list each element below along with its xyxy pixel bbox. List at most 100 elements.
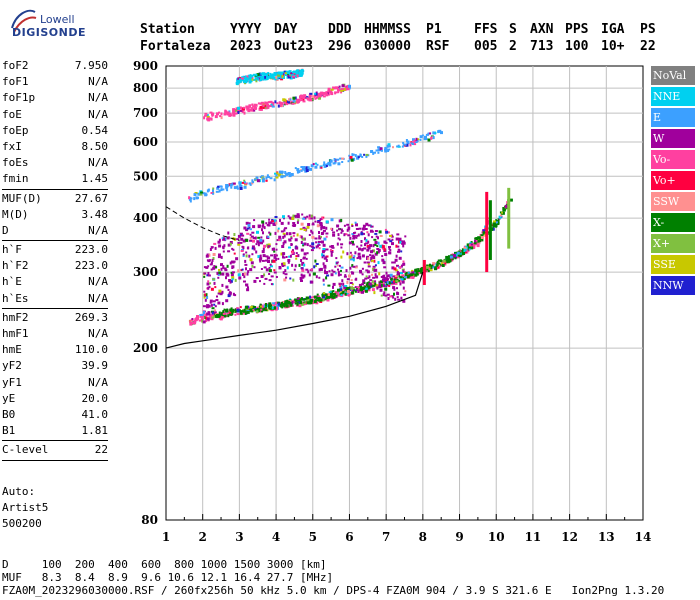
param-key: foF1p [2,91,36,105]
echo-point [254,76,258,79]
echo-point [311,231,314,235]
echo-point [339,157,343,160]
echo-point [217,301,221,305]
echo-point [207,311,210,315]
echo-point [465,249,469,252]
echo-point [233,233,236,236]
x-tick-label: 4 [272,530,280,544]
echo-point [402,286,405,290]
echo-point [320,91,324,95]
echo-point [337,273,340,277]
echo-point [247,270,250,274]
echo-trace [188,129,443,203]
param-value: N/A [88,156,108,170]
echo-point [391,235,394,238]
echo-point [287,71,291,75]
echo-point [226,237,230,240]
legend-item: X- [651,213,695,232]
echo-point [225,276,227,280]
echo-point [340,294,343,297]
echo-point [256,179,260,183]
echo-point [427,270,430,273]
echo-point [224,237,227,241]
echo-point [210,287,214,291]
echo-point [316,297,320,299]
echo-point [342,290,345,294]
echo-point [401,242,404,245]
echo-point [206,115,210,118]
echo-point [342,88,346,91]
echo-point [367,240,370,244]
echo-trace [202,213,407,324]
echo-point [270,275,274,278]
echo-point [221,291,224,294]
echo-point [392,281,395,285]
echo-point [207,272,210,275]
echo-point [239,241,243,244]
echo-point [264,308,268,312]
echo-point [347,228,350,231]
echo-point [321,255,324,259]
echo-point [237,111,240,114]
header-cell: 005 [474,39,497,54]
echo-point [262,72,265,76]
echo-point [364,287,368,291]
echo-point [268,306,271,310]
echo-point [390,277,393,281]
echo-point [312,272,316,276]
echo-point [278,170,281,174]
echo-point [350,257,353,261]
echo-point [335,262,338,265]
echo-point [322,231,325,234]
echo-point [275,254,278,257]
echo-point [238,181,241,185]
echo-point [260,241,263,245]
echo-point [281,301,283,305]
echo-point [330,273,334,277]
echo-point [451,253,454,256]
echo-point [212,113,214,116]
echo-point [213,281,216,285]
echo-point [212,253,216,256]
echo-point [211,307,215,310]
echo-point [503,209,506,212]
echo-point [336,224,340,228]
echo-point [389,273,393,277]
echo-point [365,222,369,226]
echo-point [374,282,377,286]
echo-point [258,258,262,261]
echo-point [323,229,326,232]
x-tick-label: 13 [598,530,615,544]
echo-point [407,271,410,274]
echo-point [243,179,246,182]
echo-point [334,91,337,95]
param-row: hmF2 269.3 [2,310,108,326]
echo-point [249,182,253,185]
echo-point [355,223,358,227]
echo-point [268,304,270,308]
echo-point [297,170,301,174]
echo-point [315,263,319,265]
echo-point [282,252,286,256]
echo-point [283,305,286,308]
echo-point [246,247,249,250]
echo-point [225,187,228,190]
echo-point [394,275,398,277]
echo-point [245,238,249,242]
echo-point [278,235,282,239]
echo-point [352,237,356,240]
echo-point [235,109,238,112]
echo-point [262,231,264,235]
echo-point [341,161,344,163]
echo-point [437,265,440,269]
param-value: 1.45 [81,172,109,186]
echo-point [317,242,320,246]
echo-point [266,103,270,107]
echo-point [237,269,240,273]
echo-point [441,264,445,267]
echo-point [393,280,395,283]
echo-point [262,254,266,258]
echo-point [375,284,379,287]
echo-point [203,116,206,120]
echo-point [333,161,337,164]
